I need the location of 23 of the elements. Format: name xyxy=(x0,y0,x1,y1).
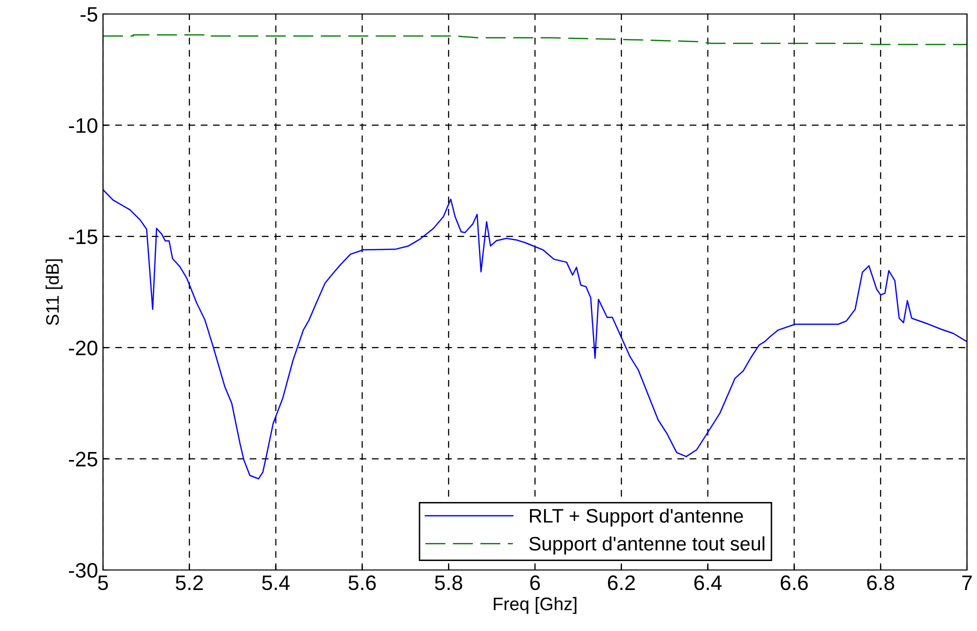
x-tick-label: 5.6 xyxy=(348,575,376,590)
y-tick-label: -25 xyxy=(68,452,98,467)
x-tick-label: 5 xyxy=(98,576,108,590)
x-tick-label: 5.8 xyxy=(434,575,462,590)
x-tick-label: 5.4 xyxy=(262,576,290,590)
y-tick-label: -5 xyxy=(80,7,98,22)
legend-label: Support d'antenne tout seul xyxy=(529,536,764,554)
y-tick-label: -10 xyxy=(68,118,98,133)
x-axis-title: Freq [Ghz] xyxy=(494,597,576,614)
x-tick-label: 6.6 xyxy=(780,575,808,590)
line-series xyxy=(103,34,967,46)
x-tick-label: 6 xyxy=(530,575,540,590)
x-tick-label: 6.4 xyxy=(694,575,722,590)
y-tick-label: -30 xyxy=(68,563,98,578)
legend-label: RLT + Support d'antenne xyxy=(530,508,743,527)
y-tick-label: -20 xyxy=(68,340,98,356)
y-axis-title: S11 [dB] xyxy=(46,259,62,326)
line-series xyxy=(103,189,967,480)
x-tick-label: 7 xyxy=(962,576,972,590)
x-tick-label: 6.2 xyxy=(608,575,635,590)
x-tick-label: 6.8 xyxy=(867,575,894,590)
x-tick-label: 5.2 xyxy=(176,575,203,590)
y-tick-label: -15 xyxy=(68,230,98,244)
